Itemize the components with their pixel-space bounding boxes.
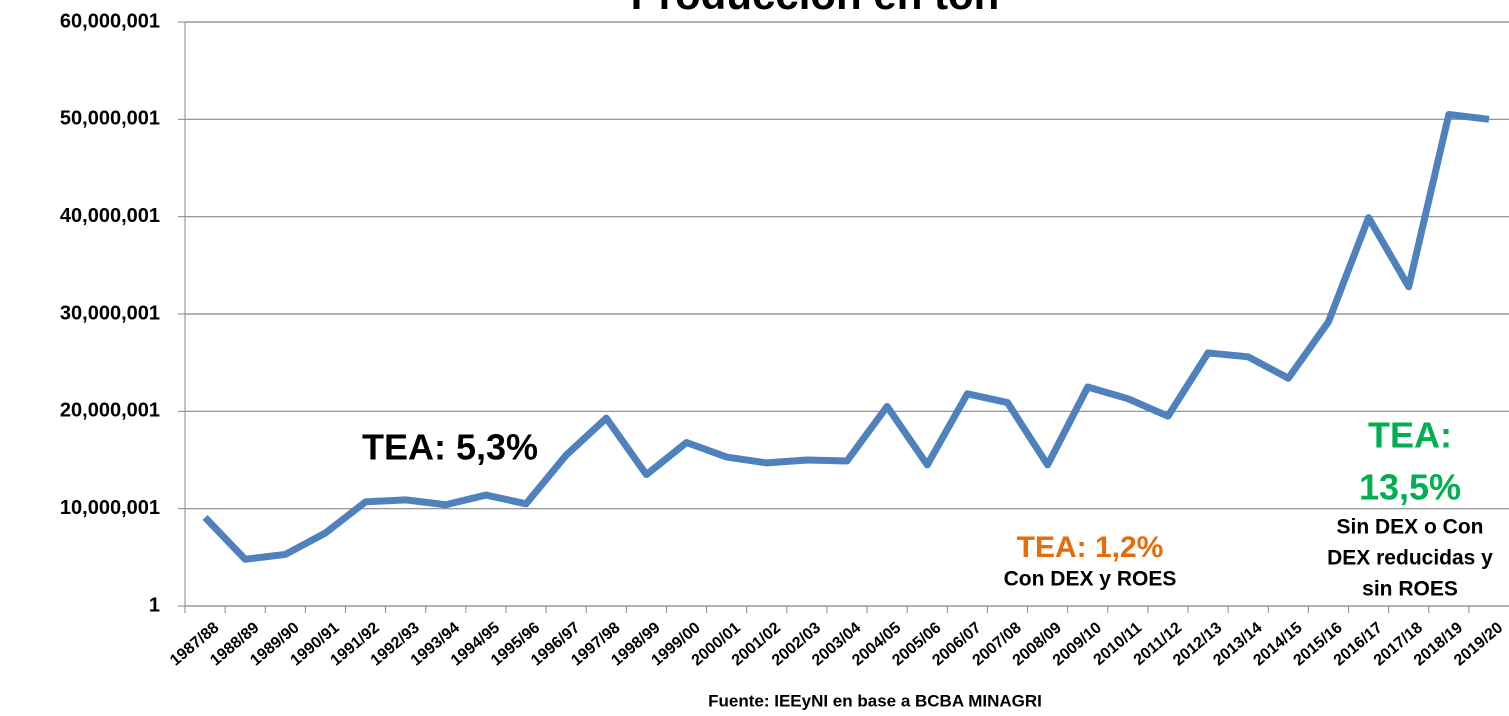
annotation: Con DEX y ROES (1004, 568, 1177, 591)
y-tick-label: 20,000,001 (60, 400, 160, 422)
annotation: TEA: 1,2% (1017, 531, 1164, 564)
annotation: Sin DEX o Con (1337, 516, 1484, 539)
y-tick-label: 50,000,001 (60, 108, 160, 130)
y-tick-label: 40,000,001 (60, 205, 160, 227)
y-tick-label: 60,000,001 (60, 10, 160, 32)
y-tick-label: 30,000,001 (60, 302, 160, 324)
annotation: TEA: 5,3% (362, 427, 538, 468)
series-line (202, 110, 1490, 563)
annotation: DEX reducidas y (1327, 547, 1493, 570)
annotation: 13,5% (1359, 467, 1461, 508)
annotation: sin ROES (1362, 578, 1458, 601)
source-note: Fuente: IEEyNI en base a BCBA MINAGRI (708, 691, 1042, 710)
y-tick-label: 1 (149, 594, 160, 616)
y-tick-label: 10,000,001 (60, 497, 160, 519)
annotation: TEA: (1368, 415, 1452, 456)
chart-title: Producción en ton (631, 0, 1000, 18)
